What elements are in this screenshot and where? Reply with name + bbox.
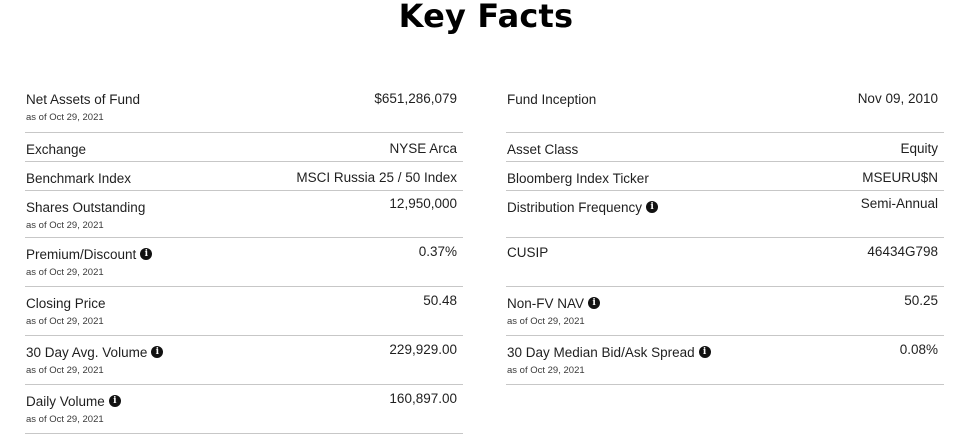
fact-value: 229,929.00 xyxy=(389,342,457,357)
info-icon[interactable]: i xyxy=(698,346,711,358)
fact-label: Bloomberg Index Ticker xyxy=(507,171,649,186)
fact-label-group: Daily Volume i xyxy=(26,394,121,410)
fact-label-group: 30 Day Median Bid/Ask Spread i xyxy=(507,345,711,361)
fact-label-group: 30 Day Avg. Volume i xyxy=(26,345,164,361)
fact-label: Exchange xyxy=(26,142,87,157)
info-icon[interactable]: i xyxy=(151,346,164,358)
fact-value: 0.37% xyxy=(418,244,457,259)
fact-row-daily-volume: Daily Volume i as of Oct 29, 2021 160,89… xyxy=(25,385,463,434)
fact-row-net-assets: Net Assets of Fund as of Oct 29, 2021 $6… xyxy=(25,83,463,133)
fact-row-30-day-median-bid-ask-spread: 30 Day Median Bid/Ask Spread i as of Oct… xyxy=(506,336,944,385)
fact-label: Benchmark Index xyxy=(26,171,132,186)
fact-label-group: Premium/Discount i xyxy=(26,247,153,263)
fact-value: 50.25 xyxy=(904,293,938,308)
fact-value: MSCI Russia 25 / 50 Index xyxy=(296,170,457,185)
fact-row-asset-class: Asset Class Equity xyxy=(506,133,944,162)
fact-row-benchmark-index: Benchmark Index MSCI Russia 25 / 50 Inde… xyxy=(25,162,463,191)
fact-row-closing-price: Closing Price as of Oct 29, 2021 50.48 xyxy=(25,287,463,336)
fact-label: Premium/Discount xyxy=(26,247,137,262)
fact-value: 12,950,000 xyxy=(389,196,457,211)
fact-label: Daily Volume xyxy=(26,394,105,409)
fact-row-bloomberg-index-ticker: Bloomberg Index Ticker MSEURU$N xyxy=(506,162,944,191)
fact-label: 30 Day Avg. Volume xyxy=(26,345,148,360)
fact-as-of-date: as of Oct 29, 2021 xyxy=(26,365,104,376)
fact-row-shares-outstanding: Shares Outstanding as of Oct 29, 2021 12… xyxy=(25,191,463,238)
info-icon[interactable]: i xyxy=(646,201,659,213)
fact-row-premium-discount: Premium/Discount i as of Oct 29, 2021 0.… xyxy=(25,238,463,287)
fact-row-exchange: Exchange NYSE Arca xyxy=(25,133,463,162)
fact-row-cusip: CUSIP 46434G798 xyxy=(506,238,944,287)
fact-value: $651,286,079 xyxy=(374,91,457,106)
fact-label-group: Distribution Frequency i xyxy=(507,200,659,216)
fact-value: 46434G798 xyxy=(867,244,938,259)
fact-as-of-date: as of Oct 29, 2021 xyxy=(26,414,104,425)
fact-value: NYSE Arca xyxy=(389,141,457,156)
fact-row-non-fv-nav: Non-FV NAV i as of Oct 29, 2021 50.25 xyxy=(506,287,944,336)
page-title: Key Facts xyxy=(398,0,574,35)
info-icon[interactable]: i xyxy=(108,395,121,407)
fact-label: Fund Inception xyxy=(507,92,597,107)
fact-value: Nov 09, 2010 xyxy=(857,91,938,106)
fact-value: 160,897.00 xyxy=(389,391,457,406)
fact-as-of-date: as of Oct 29, 2021 xyxy=(507,316,585,327)
fact-value: Semi-Annual xyxy=(860,196,938,211)
fact-as-of-date: as of Oct 29, 2021 xyxy=(26,267,104,278)
key-facts-right-column: Fund Inception Nov 09, 2010 Asset Class … xyxy=(506,83,944,385)
fact-label: Closing Price xyxy=(26,296,106,311)
fact-value: Equity xyxy=(900,141,938,156)
fact-row-30-day-avg-volume: 30 Day Avg. Volume i as of Oct 29, 2021 … xyxy=(25,336,463,385)
fact-label: Net Assets of Fund xyxy=(26,92,141,107)
fact-label: Asset Class xyxy=(507,142,579,157)
fact-row-fund-inception: Fund Inception Nov 09, 2010 xyxy=(506,83,944,133)
fact-label: Non-FV NAV xyxy=(507,296,585,311)
fact-row-distribution-frequency: Distribution Frequency i Semi-Annual xyxy=(506,191,944,238)
fact-label: 30 Day Median Bid/Ask Spread xyxy=(507,345,695,360)
fact-label: CUSIP xyxy=(507,245,549,260)
key-facts-left-column: Net Assets of Fund as of Oct 29, 2021 $6… xyxy=(25,83,463,434)
fact-value: 0.08% xyxy=(899,342,938,357)
fact-value: 50.48 xyxy=(423,293,457,308)
fact-as-of-date: as of Oct 29, 2021 xyxy=(507,365,585,376)
fact-label: Shares Outstanding xyxy=(26,200,146,215)
fact-as-of-date: as of Oct 29, 2021 xyxy=(26,112,104,123)
fact-value: MSEURU$N xyxy=(862,170,938,185)
info-icon[interactable]: i xyxy=(140,248,153,260)
fact-label-group: Non-FV NAV i xyxy=(507,296,601,312)
fact-as-of-date: as of Oct 29, 2021 xyxy=(26,220,104,231)
fact-as-of-date: as of Oct 29, 2021 xyxy=(26,316,104,327)
fact-label: Distribution Frequency xyxy=(507,200,643,215)
info-icon[interactable]: i xyxy=(588,297,601,309)
